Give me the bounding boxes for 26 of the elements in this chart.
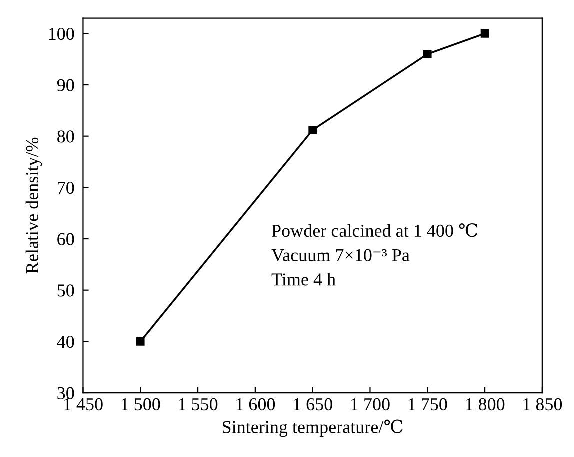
x-tick-label: 1 600	[236, 398, 276, 411]
y-axis-title: Relative density/%	[26, 138, 42, 274]
point	[308, 126, 317, 134]
annotation: Vacuum 7×10⁻³ Pa	[272, 249, 410, 262]
y-tick-label: 30	[58, 387, 74, 400]
x-tick-label: 1 750	[408, 398, 448, 411]
y-tick-label: 50	[58, 284, 74, 297]
x-tick-label: 1 650	[294, 398, 332, 411]
y-tick-label: 90	[57, 79, 74, 92]
x-tick-label: 1 850	[524, 398, 562, 411]
x-tick-label: 1 700	[352, 398, 390, 411]
y-tick-label: 70	[58, 182, 74, 194]
annotation: Time 4 h	[272, 273, 336, 286]
x-tick-label: 1 800	[466, 398, 505, 411]
x-axis-title: Sintering temperature/℃	[222, 420, 403, 438]
x-tick-label: 1 500	[122, 398, 160, 411]
point	[136, 338, 145, 346]
y-tick-label: 60	[58, 233, 74, 246]
point	[423, 50, 432, 58]
y-tick-label: 100	[49, 28, 74, 40]
annotation: Powder calcined at 1 400 ℃	[272, 224, 478, 238]
x-tick-label: 1 450	[64, 398, 103, 411]
point	[480, 30, 490, 38]
y-tick-label: 40	[57, 336, 74, 348]
x-tick-label: 1 550	[179, 398, 218, 411]
y-tick-label: 80	[58, 130, 74, 143]
